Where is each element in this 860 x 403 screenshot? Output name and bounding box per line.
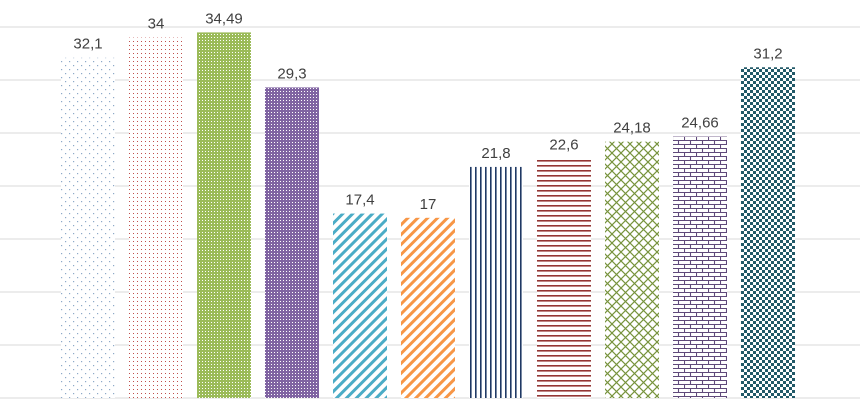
value-label-3: 34,49 bbox=[205, 10, 243, 27]
bar-5 bbox=[333, 213, 387, 398]
bar-8 bbox=[537, 158, 591, 398]
value-label-4: 29,3 bbox=[277, 65, 306, 82]
bar-4 bbox=[265, 87, 319, 399]
bar-11 bbox=[741, 67, 795, 398]
value-label-9: 24,18 bbox=[613, 120, 651, 137]
bar-6 bbox=[401, 217, 455, 398]
value-label-10: 24,66 bbox=[681, 115, 719, 132]
bar-1 bbox=[61, 57, 115, 399]
bar-7 bbox=[469, 166, 523, 398]
bar-3 bbox=[197, 32, 251, 398]
bar-9 bbox=[605, 141, 659, 398]
value-label-8: 22,6 bbox=[549, 136, 578, 153]
value-label-7: 21,8 bbox=[481, 145, 510, 162]
value-label-6: 17 bbox=[420, 196, 437, 213]
bar-2 bbox=[129, 37, 183, 398]
value-label-5: 17,4 bbox=[345, 192, 374, 209]
value-label-11: 31,2 bbox=[753, 45, 782, 62]
value-labels: 32,1 34 34,49 29,3 17,4 17 21,8 22,6 24,18 24,66 3… bbox=[73, 10, 782, 212]
value-label-1: 32,1 bbox=[73, 36, 102, 53]
value-label-2: 34 bbox=[148, 16, 165, 33]
bar-10 bbox=[673, 136, 727, 398]
bars bbox=[61, 32, 795, 399]
